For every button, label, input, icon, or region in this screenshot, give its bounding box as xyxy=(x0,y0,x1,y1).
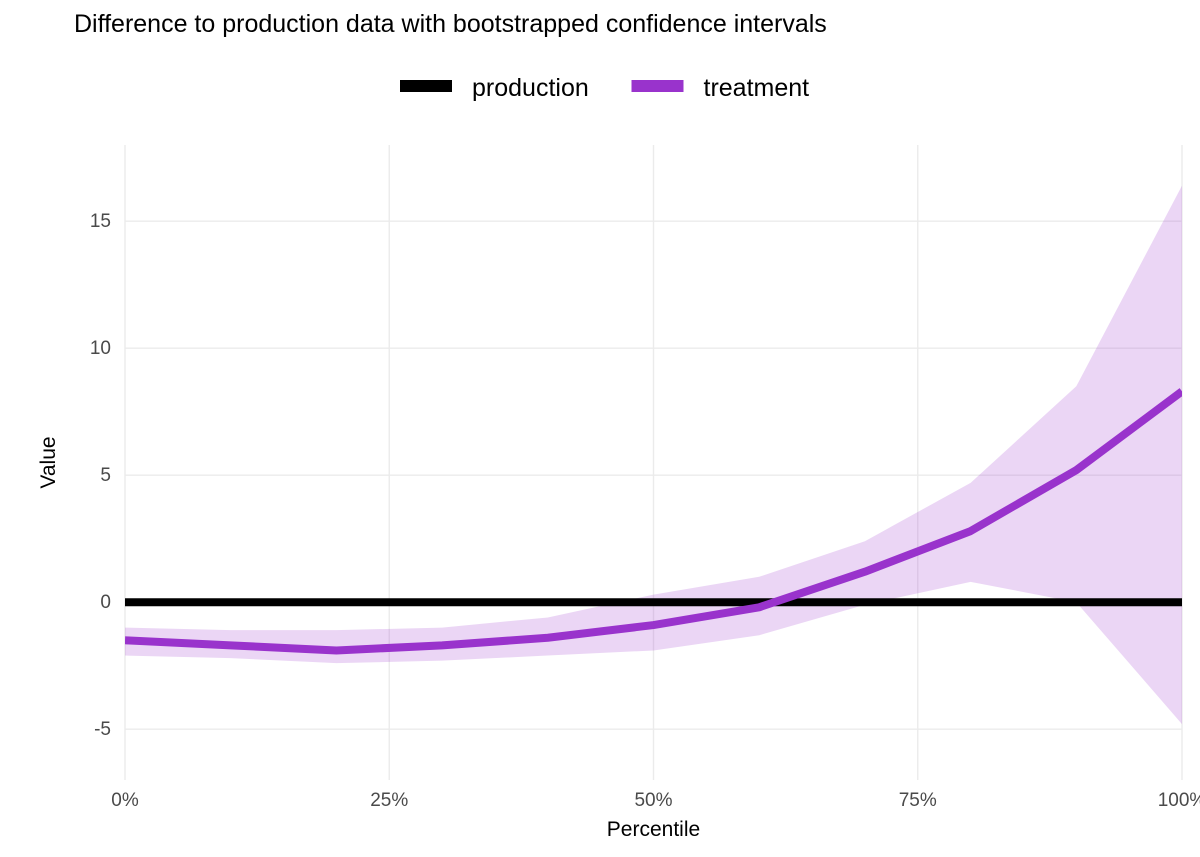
y-tick-label: 10 xyxy=(90,338,111,359)
x-tick-label: 50% xyxy=(634,790,672,811)
y-axis-label: Value xyxy=(37,436,60,488)
y-tick-label: -5 xyxy=(94,719,111,740)
x-tick-label: 0% xyxy=(111,790,139,811)
legend-label: production xyxy=(472,74,589,102)
x-tick-label: 25% xyxy=(370,790,408,811)
y-tick-label: 0 xyxy=(100,592,111,613)
legend-label: treatment xyxy=(704,74,810,102)
x-axis-label: Percentile xyxy=(607,818,700,841)
chart-svg: Difference to production data with boots… xyxy=(0,0,1200,857)
legend-swatch xyxy=(632,80,684,92)
chart-title: Difference to production data with boots… xyxy=(74,10,827,38)
y-tick-label: 5 xyxy=(100,465,111,486)
x-tick-label: 100% xyxy=(1158,790,1200,811)
y-tick-label: 15 xyxy=(90,211,111,232)
x-tick-label: 75% xyxy=(899,790,937,811)
legend-swatch xyxy=(400,80,452,92)
